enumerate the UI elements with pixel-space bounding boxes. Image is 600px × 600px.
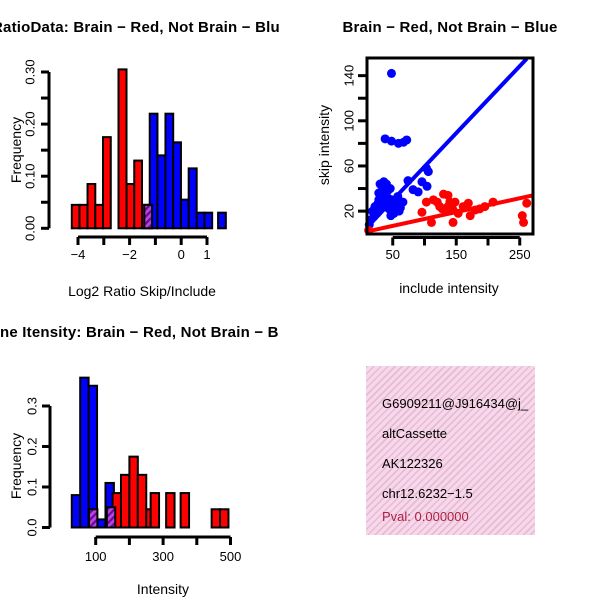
hist-logratio-x-tick-label: −4 — [71, 247, 86, 262]
scatter-point-brain-red — [448, 217, 458, 227]
hist-logratio-y-tick-label: 0.30 — [23, 59, 38, 84]
scatter-point-brain-red — [480, 202, 490, 212]
hist-logratio-x-tick-label: 0 — [178, 247, 185, 262]
scatter-y-tick-label: 100 — [342, 110, 357, 132]
scatter-x-tick-label: 50 — [386, 247, 400, 262]
hist-logratio-bar-blue — [156, 154, 167, 230]
scatter-y-tick-label: 20 — [342, 204, 357, 218]
scatter-point-not-brain-blue — [367, 206, 377, 216]
scatter-point-not-brain-blue — [386, 211, 396, 221]
scatter-point-not-brain-blue — [423, 167, 433, 177]
scatter-point-not-brain-blue — [394, 206, 404, 216]
scatter-point-brain-red — [522, 198, 532, 208]
hist-logratio-bar-blue — [172, 141, 182, 230]
hist-logratio-bar-red — [117, 68, 128, 230]
scatter-point-not-brain-blue — [386, 68, 396, 78]
hist-logratio-y-tick-label: 0.00 — [23, 216, 38, 241]
hist-intensity-bar-red — [210, 508, 222, 529]
hist-logratio-y-tick-label: 0.10 — [23, 164, 38, 189]
hist-logratio-bar-blue — [187, 167, 198, 230]
scatter-point-brain-red — [463, 198, 473, 208]
hist-logratio-xlabel: Log2 Ratio Skip/Include — [68, 283, 216, 299]
scatter-y-tick-label: 140 — [342, 65, 357, 87]
scatter-point-brain-red — [450, 197, 460, 207]
hist-intensity-y-tick-label: 0.0 — [25, 518, 40, 536]
hist-intensity-x-tick-label: 300 — [152, 549, 174, 564]
hist-logratio-bar-blue — [195, 211, 206, 230]
hist-logratio-bar-red — [133, 159, 143, 230]
hist-intensity-bar-blue — [79, 376, 90, 529]
scatter-point-brain-red — [488, 197, 498, 207]
scatter-x-tick-label: 250 — [509, 247, 531, 262]
hist-intensity-bar-red — [136, 473, 148, 529]
event-info-box: G6909211@J916434@j_ altCassette AK122326… — [366, 366, 535, 535]
info-locus: chr12.6232−1.5 — [382, 486, 473, 501]
hist-intensity-bar-blue — [70, 494, 82, 529]
scatter-point-not-brain-blue — [385, 184, 395, 194]
hist-intensity-xlabel: Intensity — [136, 581, 190, 597]
scatter-xlabel: include intensity — [399, 280, 499, 296]
scatter-point-not-brain-blue — [403, 176, 413, 186]
scatter-point-not-brain-blue — [402, 135, 412, 145]
info-event-type: altCassette — [382, 426, 448, 441]
hist-intensity-bar-red — [219, 508, 230, 529]
hist-intensity-bar-red — [165, 492, 176, 529]
scatter-point-not-brain-blue — [422, 181, 432, 191]
hist-logratio-bar-red — [70, 203, 81, 230]
scatter-y-tick-label: 60 — [342, 159, 357, 173]
scatter-point-brain-red — [519, 217, 529, 227]
hist-logratio-bar-red — [102, 136, 112, 230]
hist-intensity-ylabel: Frequency — [8, 432, 24, 500]
hist-logratio-bar-blue — [164, 112, 175, 230]
hist-logratio-bar-red — [125, 183, 136, 230]
hist-logratio-bar-blue — [179, 198, 190, 230]
hist-logratio-ylabel: Frequency — [8, 116, 24, 184]
scatter-point-brain-red — [417, 207, 427, 217]
hist-logratio-bar-red — [86, 183, 97, 230]
hist-logratio-bar-blue — [217, 211, 227, 230]
hist-logratio-x-tick-label: 1 — [203, 247, 210, 262]
hist-intensity-y-tick-label: 0.2 — [25, 437, 40, 455]
scatter-point-brain-red — [443, 190, 453, 200]
scatter-point-not-brain-blue — [386, 136, 396, 146]
info-pvalue: Pval: 0.000000 — [382, 509, 469, 524]
scatter-title: Brain − Red, Not Brain − Blue — [342, 19, 558, 36]
hist-intensity-bar-red — [179, 492, 191, 529]
scatter-point-not-brain-blue — [398, 197, 408, 207]
hist-intensity-bar-overlap — [105, 506, 117, 529]
scatter-x-tick-label: 150 — [445, 247, 467, 262]
hist-intensity-bar-overlap — [87, 508, 99, 529]
hist-intensity-bar-blue — [87, 384, 99, 529]
hist-intensity-x-tick-label: 500 — [220, 549, 242, 564]
info-accession: AK122326 — [382, 456, 443, 471]
hist-logratio-title: RatioData: Brain − Red, Not Brain − Blu — [0, 19, 280, 36]
hist-intensity-bar-red — [119, 473, 131, 529]
hist-intensity-title: ne Itensity: Brain − Red, Not Brain − B — [0, 324, 279, 341]
scatter-point-brain-red — [453, 208, 463, 218]
hist-logratio-bar-red — [78, 203, 89, 230]
scatter-point-brain-red — [426, 217, 436, 227]
hist-logratio-bar-blue — [203, 211, 214, 230]
hist-intensity-x-tick-label: 100 — [85, 549, 107, 564]
scatter-ylabel: skip intensity — [316, 104, 332, 186]
scatter-point-brain-red — [421, 197, 431, 207]
scatter-plot-box — [365, 56, 535, 236]
hist-intensity-bar-red — [128, 455, 139, 529]
hist-logratio-x-tick-label: −2 — [122, 247, 137, 262]
scatter-point-brain-red — [517, 211, 527, 221]
info-event-id: G6909211@J916434@j_ — [382, 396, 529, 411]
hist-intensity-y-tick-label: 0.1 — [25, 478, 40, 496]
hist-logratio-bar-red — [94, 203, 105, 230]
scatter-point-not-brain-blue — [413, 187, 423, 197]
hist-logratio-y-tick-label: 0.20 — [23, 111, 38, 136]
hist-logratio-bar-overlap — [143, 203, 154, 230]
hist-intensity-y-tick-label: 0.3 — [25, 397, 40, 415]
hist-intensity-bar-red — [149, 492, 161, 529]
scatter-point-not-brain-blue — [373, 199, 383, 209]
